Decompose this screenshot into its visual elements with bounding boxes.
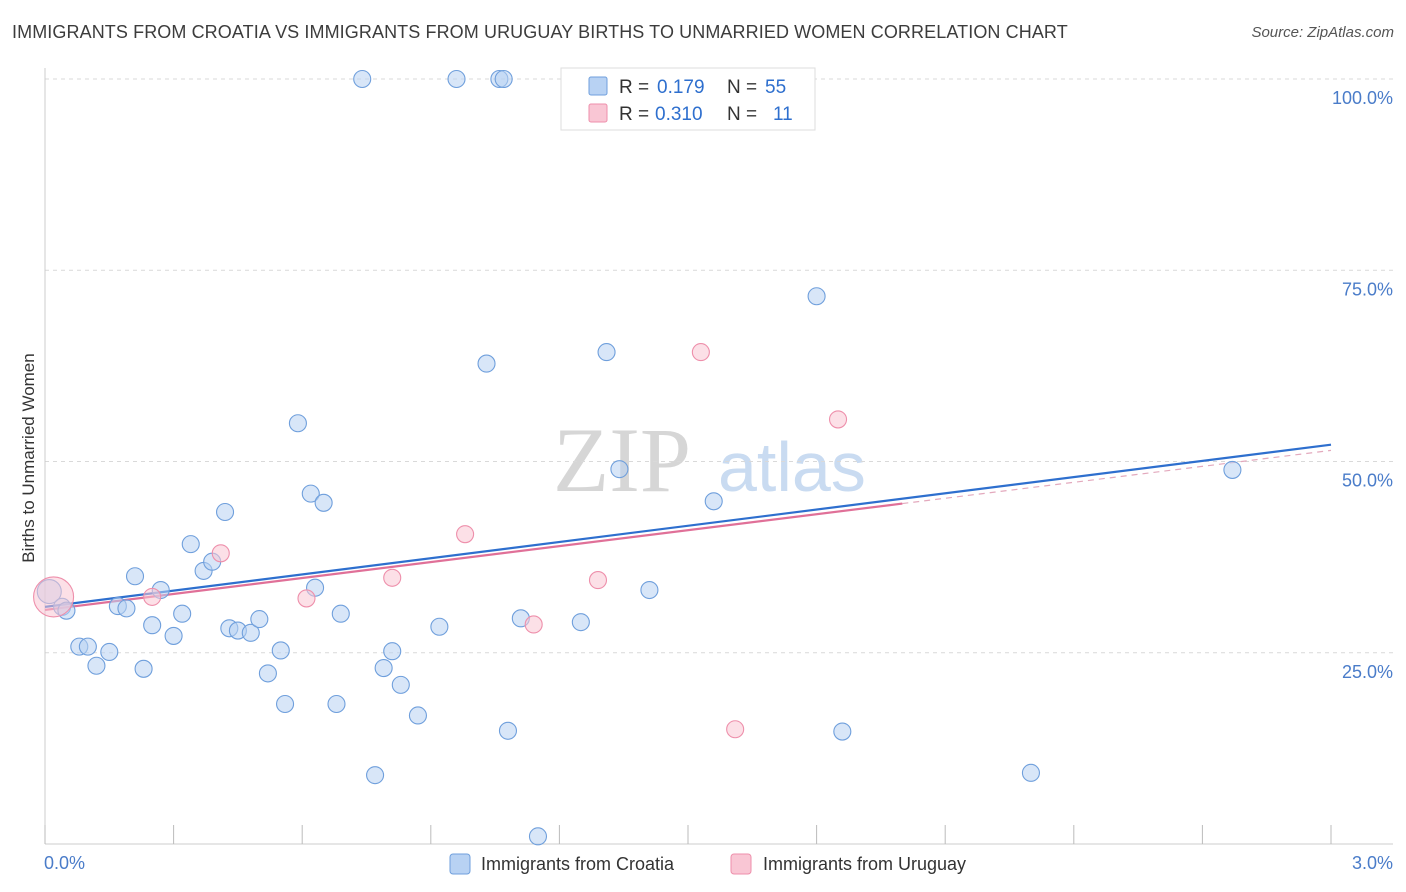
chart-title: IMMIGRANTS FROM CROATIA VS IMMIGRANTS FR…: [12, 22, 1068, 42]
point-croatia: [383, 642, 402, 661]
point-croatia: [1223, 460, 1242, 479]
point-croatia: [366, 766, 385, 785]
legend-n-label-uruguay: N =: [727, 104, 757, 125]
legend-n-value-croatia: 55: [765, 77, 786, 98]
point-uruguay: [456, 525, 475, 544]
y-tick-label: 100.0%: [1332, 88, 1393, 108]
point-croatia: [143, 616, 162, 635]
point-croatia: [807, 287, 826, 306]
point-croatia: [125, 567, 145, 586]
bottom-legend-label-uruguay: Immigrants from Uruguay: [763, 854, 966, 874]
axes: [44, 68, 1393, 845]
legend-n-value-uruguay: 11: [773, 104, 793, 125]
point-croatia: [640, 580, 659, 600]
point-croatia: [215, 502, 235, 522]
point-croatia: [164, 626, 183, 645]
y-axis-label: Births to Unmarried Women: [19, 353, 38, 562]
trend-line-extension-uruguay: [902, 449, 1332, 505]
point-uruguay: [691, 343, 710, 362]
data-points: [33, 69, 1242, 846]
legend-r-label-uruguay: R =: [619, 104, 649, 125]
trend-line-croatia: [44, 443, 1332, 608]
point-croatia: [314, 493, 333, 512]
series-legend: Immigrants from Croatia Immigrants from …: [449, 853, 966, 875]
point-uruguay: [297, 589, 316, 608]
point-uruguay: [588, 571, 608, 590]
point-uruguay: [143, 587, 162, 606]
point-croatia: [571, 613, 590, 632]
point-croatia: [100, 642, 119, 662]
watermark: ZIP atlas: [553, 409, 866, 511]
x-tick-label-max: 3.0%: [1352, 853, 1393, 873]
legend-n-label-croatia: N =: [727, 77, 757, 98]
point-croatia: [288, 414, 307, 433]
gridlines: [45, 78, 1393, 654]
y-tick-label: 75.0%: [1342, 279, 1393, 299]
stats-legend: R = 0.179 N = 55 R = 0.310 N = 11: [560, 67, 816, 131]
point-croatia: [250, 610, 269, 629]
point-croatia: [181, 535, 200, 554]
point-croatia: [597, 343, 616, 362]
chart-source: Source: ZipAtlas.com: [1251, 24, 1394, 41]
point-uruguay: [828, 410, 848, 429]
point-croatia: [833, 722, 852, 741]
point-croatia: [301, 484, 320, 503]
y-tick-labels: 25.0% 50.0% 75.0% 100.0%: [1332, 88, 1393, 682]
legend-r-value-croatia: 0.179: [657, 77, 705, 98]
point-croatia: [447, 69, 466, 89]
point-croatia: [1021, 763, 1040, 782]
trend-line-uruguay: [44, 502, 903, 612]
bottom-legend-swatch-uruguay: [730, 853, 752, 875]
legend-r-value-uruguay: 0.310: [655, 104, 703, 125]
watermark-atlas: atlas: [718, 428, 866, 506]
trend-lines: [44, 443, 1332, 612]
legend-swatch-croatia: [588, 76, 608, 96]
point-uruguay: [33, 576, 75, 618]
point-croatia: [276, 694, 295, 714]
point-croatia: [173, 604, 192, 623]
point-croatia: [528, 827, 548, 846]
point-croatia: [327, 694, 346, 714]
watermark-zip: ZIP: [553, 409, 691, 511]
point-croatia: [271, 641, 290, 660]
point-croatia: [87, 656, 106, 675]
legend-r-label-croatia: R =: [619, 77, 649, 98]
point-croatia: [241, 623, 260, 642]
legend-swatch-uruguay: [588, 103, 608, 123]
x-tick-label-min: 0.0%: [44, 853, 85, 873]
point-croatia: [78, 637, 97, 656]
point-croatia: [353, 69, 372, 89]
point-uruguay: [383, 568, 402, 587]
point-croatia: [477, 354, 496, 373]
point-croatia: [391, 675, 410, 694]
y-tick-label: 25.0%: [1342, 662, 1393, 682]
point-uruguay: [726, 720, 745, 739]
point-croatia: [494, 69, 513, 89]
y-tick-label: 50.0%: [1342, 471, 1393, 491]
point-croatia: [374, 658, 393, 678]
point-croatia: [408, 706, 427, 725]
point-uruguay: [211, 544, 230, 563]
point-croatia: [610, 460, 629, 479]
point-croatia: [134, 659, 153, 678]
point-croatia: [258, 664, 277, 683]
x-tick-labels: 0.0% 3.0%: [44, 853, 1393, 873]
point-uruguay: [524, 615, 543, 634]
point-croatia: [498, 721, 518, 740]
point-croatia: [331, 604, 350, 623]
point-croatia: [704, 492, 723, 511]
bottom-legend-label-croatia: Immigrants from Croatia: [481, 854, 675, 874]
point-croatia: [430, 617, 449, 636]
point-croatia: [117, 599, 136, 618]
bottom-legend-swatch-croatia: [449, 853, 471, 875]
